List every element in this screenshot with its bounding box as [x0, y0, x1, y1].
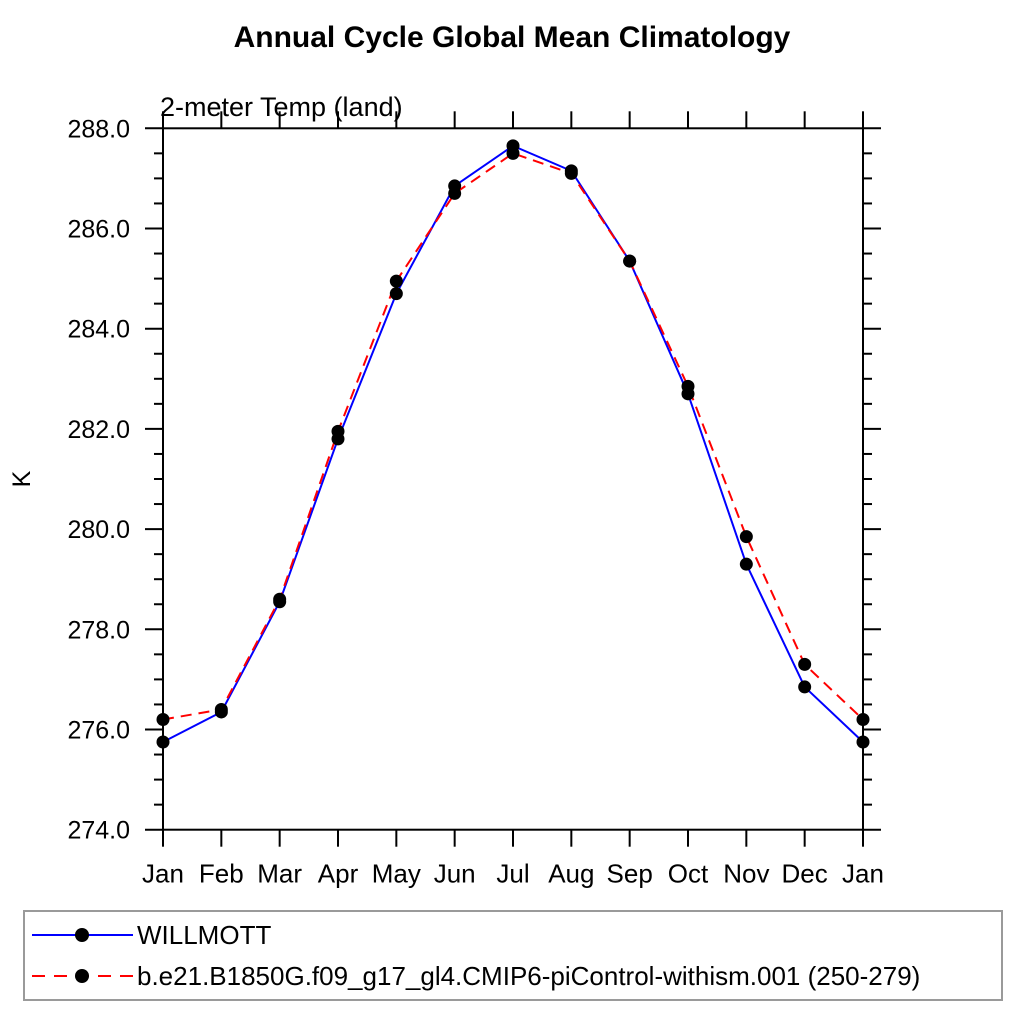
- data-point-marker: [389, 287, 403, 301]
- plot-area: 274.0 276.0 278.0 280.0 282.0 284.0 286.0 288.0…: [8, 111, 884, 889]
- y-tick-label: 284.0: [67, 316, 130, 344]
- x-tick-label: Apr: [318, 859, 359, 889]
- data-point-marker: [681, 379, 695, 393]
- legend-label-willmott: WILLMOTT: [137, 919, 272, 950]
- x-tick-label: May: [372, 859, 421, 889]
- y-tick-label: 278.0: [67, 616, 130, 644]
- plot-frame: [162, 127, 864, 831]
- legend-label-model: b.e21.B1850G.f09_g17_gl4.CMIP6-piControl…: [137, 960, 921, 991]
- y-tick-label: 282.0: [67, 416, 130, 444]
- x-tick-label: Sep: [607, 859, 653, 889]
- y-axis-label: K: [8, 470, 36, 487]
- chart-subtitle: 2-meter Temp (land): [160, 92, 403, 122]
- x-tick-label: Oct: [668, 859, 709, 889]
- y-tick-label: 276.0: [67, 717, 130, 745]
- data-point-marker: [623, 254, 637, 268]
- model-dashed-line-swatch-icon: [32, 969, 133, 983]
- data-point-marker: [156, 712, 170, 726]
- y-tick-label: 280.0: [67, 516, 130, 544]
- data-point-marker: [389, 274, 403, 288]
- data-point-marker: [506, 146, 520, 160]
- y-tick-label: 274.0: [67, 817, 130, 845]
- legend-row-willmott: WILLMOTT: [25, 915, 1001, 956]
- data-point-marker: [331, 424, 345, 438]
- y-tick-label: 286.0: [67, 216, 130, 244]
- data-point-marker: [448, 186, 462, 200]
- x-tick-label: Dec: [782, 859, 828, 889]
- legend: WILLMOTT b.e21.B1850G.f09_g17_gl4.CMIP6-…: [23, 910, 1003, 1001]
- data-point-marker: [156, 735, 170, 749]
- x-tick-label: Jan: [142, 859, 184, 889]
- x-tick-label: Jan: [842, 859, 884, 889]
- x-tick-label: Feb: [199, 859, 244, 889]
- data-point-marker: [856, 735, 870, 749]
- x-tick-label: Nov: [723, 859, 769, 889]
- data-point-marker: [273, 592, 287, 606]
- data-point-marker: [739, 557, 753, 571]
- data-point-marker: [739, 530, 753, 544]
- series-line-1: [162, 152, 864, 721]
- data-point-marker: [856, 712, 870, 726]
- series-line-0: [162, 144, 864, 743]
- chart-title: Annual Cycle Global Mean Climatology: [233, 21, 791, 54]
- willmott-line-swatch-icon: [32, 928, 133, 942]
- data-point-marker: [798, 680, 812, 694]
- x-tick-label: Jun: [434, 859, 476, 889]
- legend-row-model: b.e21.B1850G.f09_g17_gl4.CMIP6-piControl…: [25, 956, 1001, 997]
- x-tick-label: Mar: [257, 859, 302, 889]
- data-point-marker: [564, 166, 578, 180]
- x-tick-label: Aug: [548, 859, 594, 889]
- data-point-marker: [214, 702, 228, 716]
- y-tick-label: 288.0: [67, 115, 130, 143]
- data-point-marker: [798, 657, 812, 671]
- x-tick-label: Jul: [496, 859, 529, 889]
